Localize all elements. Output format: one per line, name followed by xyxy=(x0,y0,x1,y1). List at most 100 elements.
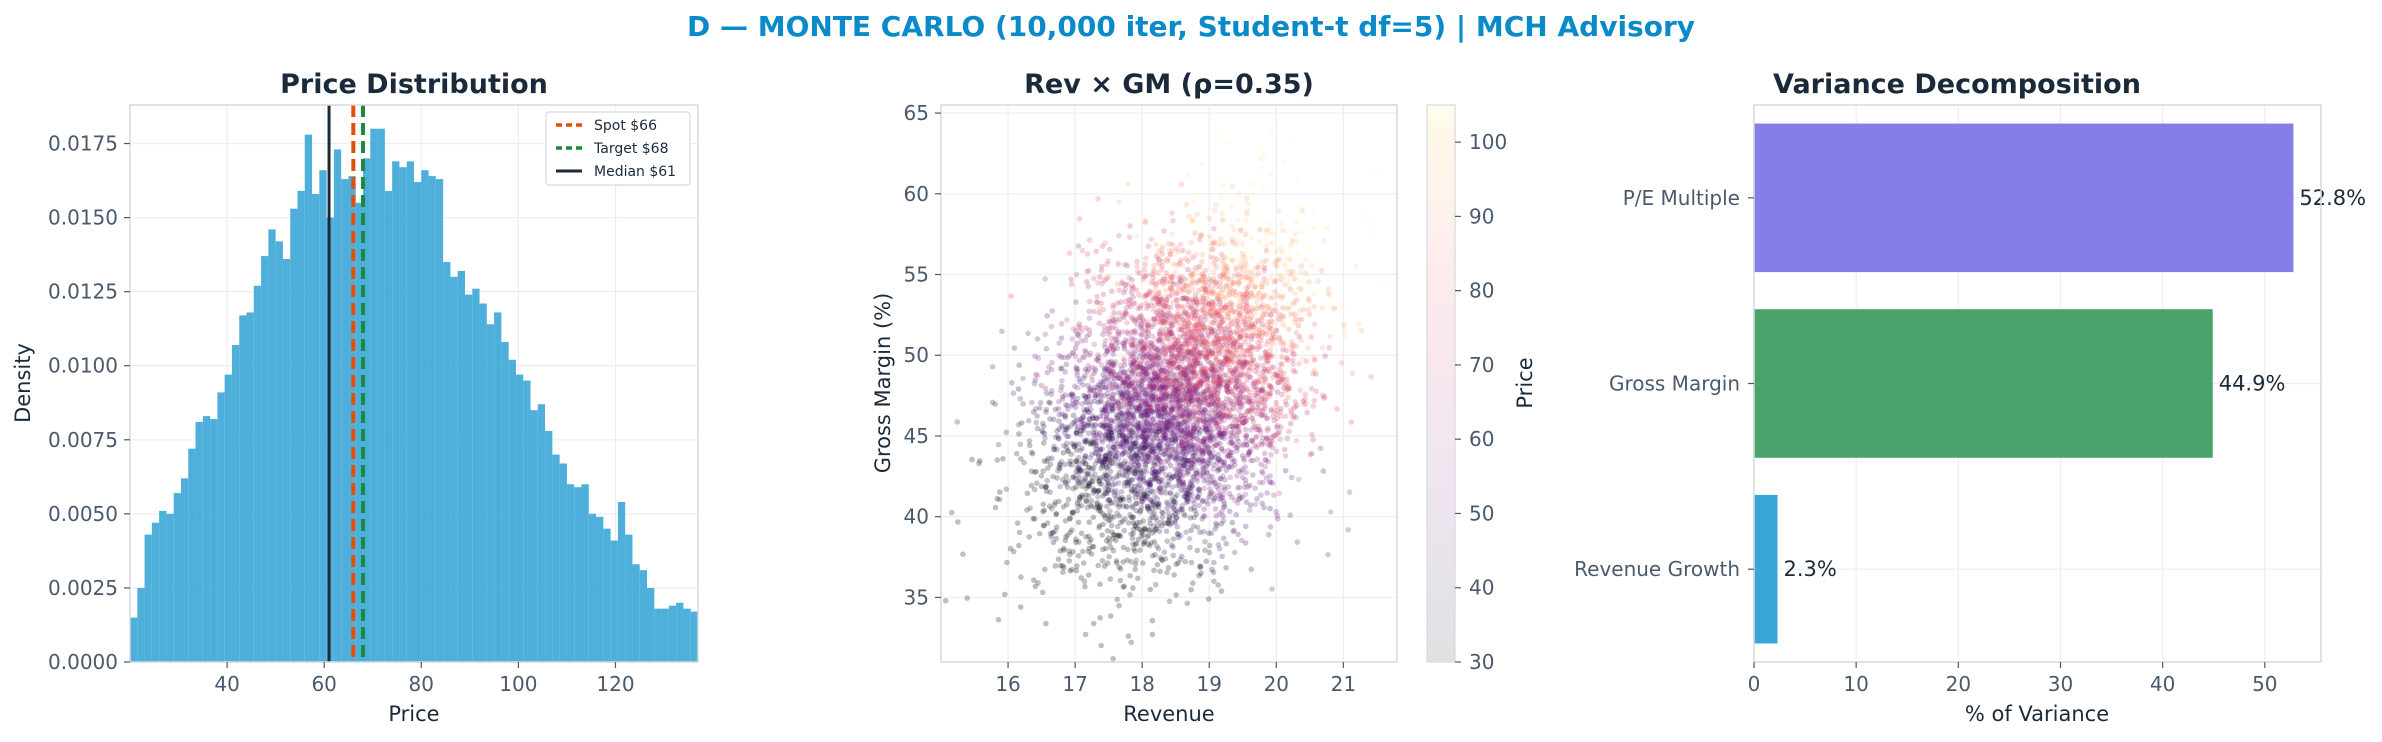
scatter-point xyxy=(1059,396,1066,403)
scatter-point xyxy=(1017,604,1024,610)
scatter-point xyxy=(1093,299,1100,305)
scatter-point xyxy=(1197,379,1203,385)
scatter-point xyxy=(1193,264,1200,271)
scatter-point xyxy=(1105,258,1111,264)
scatter-point xyxy=(1025,417,1032,424)
scatter-point xyxy=(1107,457,1113,464)
scatter-point xyxy=(1132,523,1139,530)
scatter-point xyxy=(1251,358,1257,365)
scatter-point xyxy=(1108,447,1115,453)
scatter-point xyxy=(1165,501,1171,507)
scatter-point xyxy=(1167,358,1174,365)
scatter-point xyxy=(1231,549,1238,556)
scatter-point xyxy=(1209,365,1216,372)
scatter-point xyxy=(1056,464,1062,471)
scatter-point xyxy=(1049,308,1056,314)
scatter-point xyxy=(1167,370,1174,376)
scatter-point xyxy=(1300,398,1306,405)
scatter-point xyxy=(1167,381,1174,387)
scatter-point xyxy=(1218,368,1224,374)
scatter-point xyxy=(1106,553,1112,560)
scatter-point xyxy=(1244,335,1250,342)
scatter-point xyxy=(1261,366,1268,373)
scatter-point xyxy=(1264,236,1270,242)
scatter-point xyxy=(1143,387,1150,393)
scatter-point xyxy=(1136,404,1143,410)
scatter-point xyxy=(1209,351,1216,357)
scatter-point xyxy=(1198,391,1204,397)
scatter-point xyxy=(1192,458,1198,464)
scatter-point xyxy=(1206,473,1213,480)
scatter-point xyxy=(1135,405,1142,412)
scatter-point xyxy=(1233,322,1240,328)
scatter-point xyxy=(1225,388,1231,395)
scatter-point xyxy=(1034,413,1040,419)
scatter-point xyxy=(1186,383,1192,390)
scatter-point xyxy=(1145,453,1151,460)
scatter-point xyxy=(1193,337,1199,344)
scatter-point xyxy=(1196,502,1202,509)
scatter-point xyxy=(1116,513,1123,519)
scatter-point xyxy=(960,551,966,557)
scatter-point xyxy=(1070,401,1076,408)
scatter-point xyxy=(1278,221,1285,228)
scatter-point xyxy=(1097,382,1103,388)
scatter-point xyxy=(1142,411,1148,417)
scatter-point xyxy=(1233,423,1240,430)
scatter-point xyxy=(1260,152,1267,159)
scatter-point xyxy=(1170,299,1176,306)
scatter-point xyxy=(1212,525,1218,532)
scatter-point xyxy=(1151,567,1157,574)
scatter-point xyxy=(1133,557,1139,563)
scatter-point xyxy=(1157,554,1164,561)
histogram-bar xyxy=(530,410,538,662)
scatter-point xyxy=(1081,427,1087,434)
scatter-point xyxy=(1213,398,1220,405)
scatter-point xyxy=(1157,379,1163,386)
scatter-point xyxy=(1268,311,1274,318)
scatter-point xyxy=(1024,490,1031,497)
scatter-point xyxy=(1211,225,1217,232)
scatter-point xyxy=(1099,384,1105,390)
scatter-point xyxy=(1240,304,1246,311)
scatter-point xyxy=(1118,398,1125,405)
scatter-point xyxy=(948,509,955,516)
scatter-point xyxy=(1192,230,1198,237)
scatter-point xyxy=(1121,424,1128,430)
scatter-point xyxy=(1235,307,1242,314)
scatter-point xyxy=(1057,465,1063,472)
scatter-point xyxy=(1129,341,1136,347)
scatter-point xyxy=(1192,337,1199,343)
scatter-point xyxy=(1014,520,1021,526)
scatter-point xyxy=(1169,474,1175,481)
scatter-point xyxy=(1094,501,1101,507)
scatter-point xyxy=(1284,356,1291,363)
scatter-point xyxy=(1253,433,1260,440)
scatter-point xyxy=(1242,394,1249,401)
scatter-point xyxy=(1178,473,1184,480)
scatter-point xyxy=(1079,247,1086,254)
scatter-point xyxy=(1267,505,1273,512)
scatter-point xyxy=(1282,382,1288,389)
scatter-point xyxy=(1032,353,1038,360)
scatter-point xyxy=(1212,387,1219,393)
scatter-point xyxy=(1159,509,1165,515)
scatter-point xyxy=(1096,453,1102,460)
scatter-point xyxy=(1135,422,1141,429)
histogram-bar xyxy=(450,276,458,662)
scatter-point xyxy=(1060,547,1067,553)
scatter-point xyxy=(1095,196,1101,202)
scatter-point xyxy=(1216,342,1223,349)
scatter-point xyxy=(1201,528,1207,535)
scatter-point xyxy=(1058,383,1065,390)
scatter-point xyxy=(1211,578,1217,585)
scatter-point xyxy=(1235,324,1241,330)
scatter-point xyxy=(1137,507,1144,514)
scatter-point xyxy=(1342,332,1348,339)
scatter-point xyxy=(1096,354,1102,361)
scatter-point xyxy=(1026,534,1033,540)
scatter-point xyxy=(1228,335,1235,341)
scatter-point xyxy=(1133,287,1140,294)
scatter-point xyxy=(1066,558,1073,564)
scatter-point xyxy=(1110,360,1117,367)
